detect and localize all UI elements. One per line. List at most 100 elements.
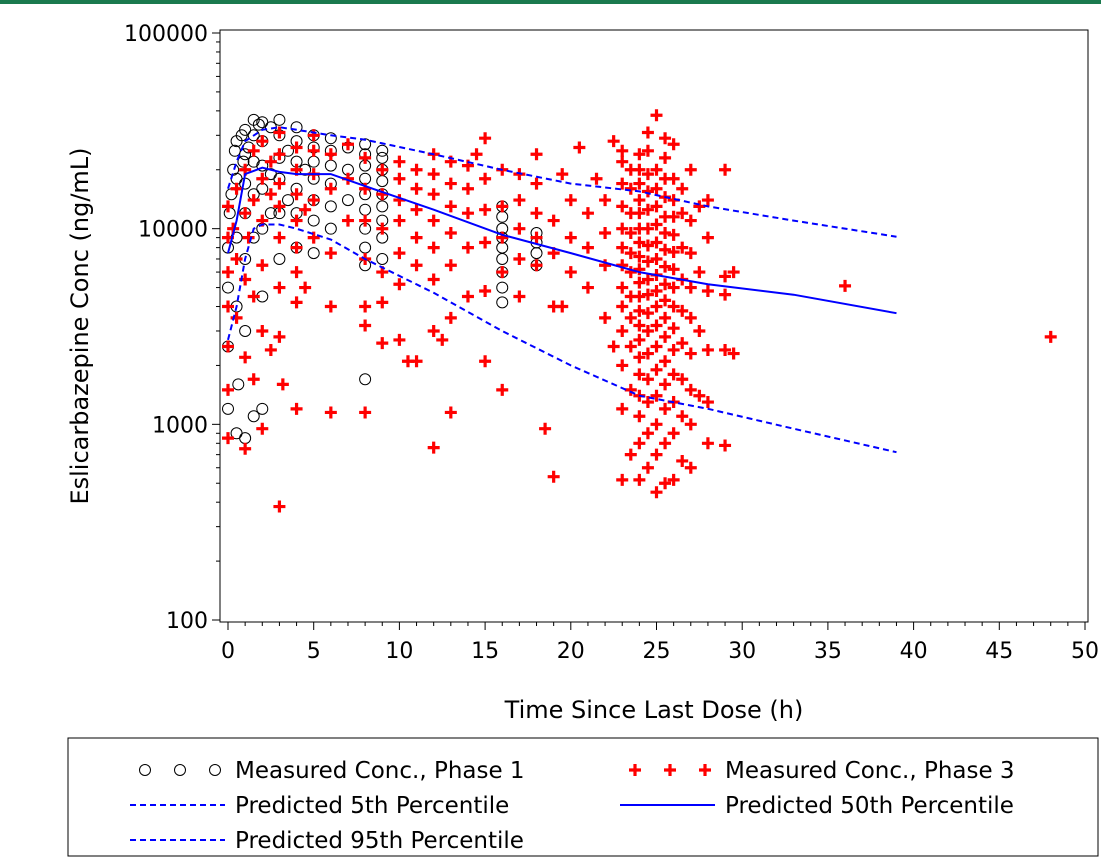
phase3-point — [693, 266, 706, 279]
phase3-point — [273, 500, 286, 513]
phase3-point — [239, 207, 252, 220]
phase3-point — [650, 109, 663, 122]
phase3-point — [650, 448, 663, 461]
phase3-point — [676, 241, 689, 254]
phase1-point — [307, 155, 320, 168]
phase3-point — [667, 210, 680, 223]
phase3-point — [222, 266, 234, 279]
phase3-point — [616, 222, 629, 235]
phase3-point — [290, 296, 303, 309]
phase3-point — [273, 177, 286, 190]
legend-label: Predicted 50th Percentile — [725, 793, 1014, 819]
phase3-point — [667, 281, 680, 294]
x-tick-label: 15 — [471, 639, 499, 664]
phase3-point — [624, 383, 637, 396]
phase3-point — [256, 259, 269, 272]
phase3-point — [324, 406, 337, 419]
phase3-point — [659, 260, 672, 273]
legend-swatch — [629, 764, 641, 776]
x-tick-label: 45 — [985, 639, 1013, 664]
phase3-point — [273, 126, 286, 139]
phase3-point — [393, 172, 406, 185]
phase3-point — [667, 322, 680, 335]
phase3-point — [410, 259, 423, 272]
x-tick-label: 0 — [221, 639, 235, 664]
phase3-point — [581, 241, 594, 254]
y-axis: 100 1000 10000 100000 — [124, 22, 220, 634]
phase3-point — [410, 203, 423, 216]
phase3-point — [684, 214, 697, 227]
phase3-point — [393, 214, 406, 227]
phase3-point — [359, 151, 372, 164]
phase1-point — [496, 281, 509, 294]
phase3-point — [461, 290, 474, 303]
phase3-point — [299, 203, 312, 216]
phase1-point — [496, 210, 509, 223]
phase3-point — [693, 324, 706, 337]
phase3-point — [393, 247, 406, 260]
phase1-point — [496, 296, 509, 309]
phase1-point — [232, 378, 245, 391]
x-tick-label: 10 — [385, 639, 413, 664]
phase3-point — [633, 304, 646, 317]
phase3-point — [581, 207, 594, 220]
phase3-point — [444, 259, 457, 272]
phase3-point — [530, 207, 543, 220]
phase1-point — [247, 129, 260, 142]
phase3-point — [444, 227, 457, 240]
phase3-point — [461, 241, 474, 254]
phase3-point — [719, 343, 732, 356]
phase1-point — [222, 281, 234, 294]
x-axis: 0 5 10 15 20 25 30 35 40 45 50 — [221, 622, 1099, 664]
x-tick-label: 40 — [900, 639, 928, 664]
phase1-point — [376, 144, 389, 157]
phase1-point — [324, 222, 337, 235]
phase3-point — [650, 236, 663, 249]
phase3-point — [650, 418, 663, 431]
plot-area-frame — [219, 29, 1089, 623]
legend-swatch — [664, 764, 676, 776]
phase3-point — [839, 279, 852, 292]
phase3-point — [684, 163, 697, 176]
phase1-point — [359, 241, 372, 254]
phase3-point — [461, 182, 474, 195]
phase3-point — [701, 343, 714, 356]
phase3-point — [359, 300, 372, 313]
phase3-point — [324, 247, 337, 260]
phase1-point — [247, 155, 260, 168]
phase3-point — [650, 163, 663, 176]
legend-item: Measured Conc., Phase 1 — [139, 758, 525, 784]
phase3-point — [376, 296, 389, 309]
phase3-point — [230, 182, 243, 195]
phase3-point — [633, 290, 646, 303]
phase3-point — [659, 294, 672, 307]
phase3-point — [496, 383, 509, 396]
phase3-point — [667, 172, 680, 185]
phase3-point — [444, 200, 457, 213]
phase3-point — [667, 245, 680, 258]
phase3-point — [650, 363, 663, 376]
phase3-point — [641, 168, 654, 181]
phase3-point — [641, 288, 654, 301]
phase1-point — [256, 402, 269, 415]
phase3-point — [547, 470, 560, 483]
phase3-point — [307, 129, 320, 142]
phase3-point — [239, 351, 252, 364]
phase3-point — [242, 231, 255, 244]
phase1-point — [252, 118, 265, 131]
phase1-point — [359, 203, 372, 216]
phase3-point — [616, 300, 629, 313]
phase3-point — [393, 333, 406, 346]
phase3-point — [256, 135, 269, 148]
phase3-point — [436, 333, 449, 346]
phase3-point — [616, 473, 629, 486]
phase3-point — [624, 311, 637, 324]
phase3-point — [684, 347, 697, 360]
phase1-point — [496, 241, 509, 254]
phase3-point — [599, 194, 612, 207]
x-tick-label: 50 — [1071, 639, 1099, 664]
phase3-point — [633, 473, 646, 486]
phase3-point — [624, 448, 637, 461]
phase3-point — [290, 241, 303, 254]
phase1-point — [341, 194, 354, 207]
